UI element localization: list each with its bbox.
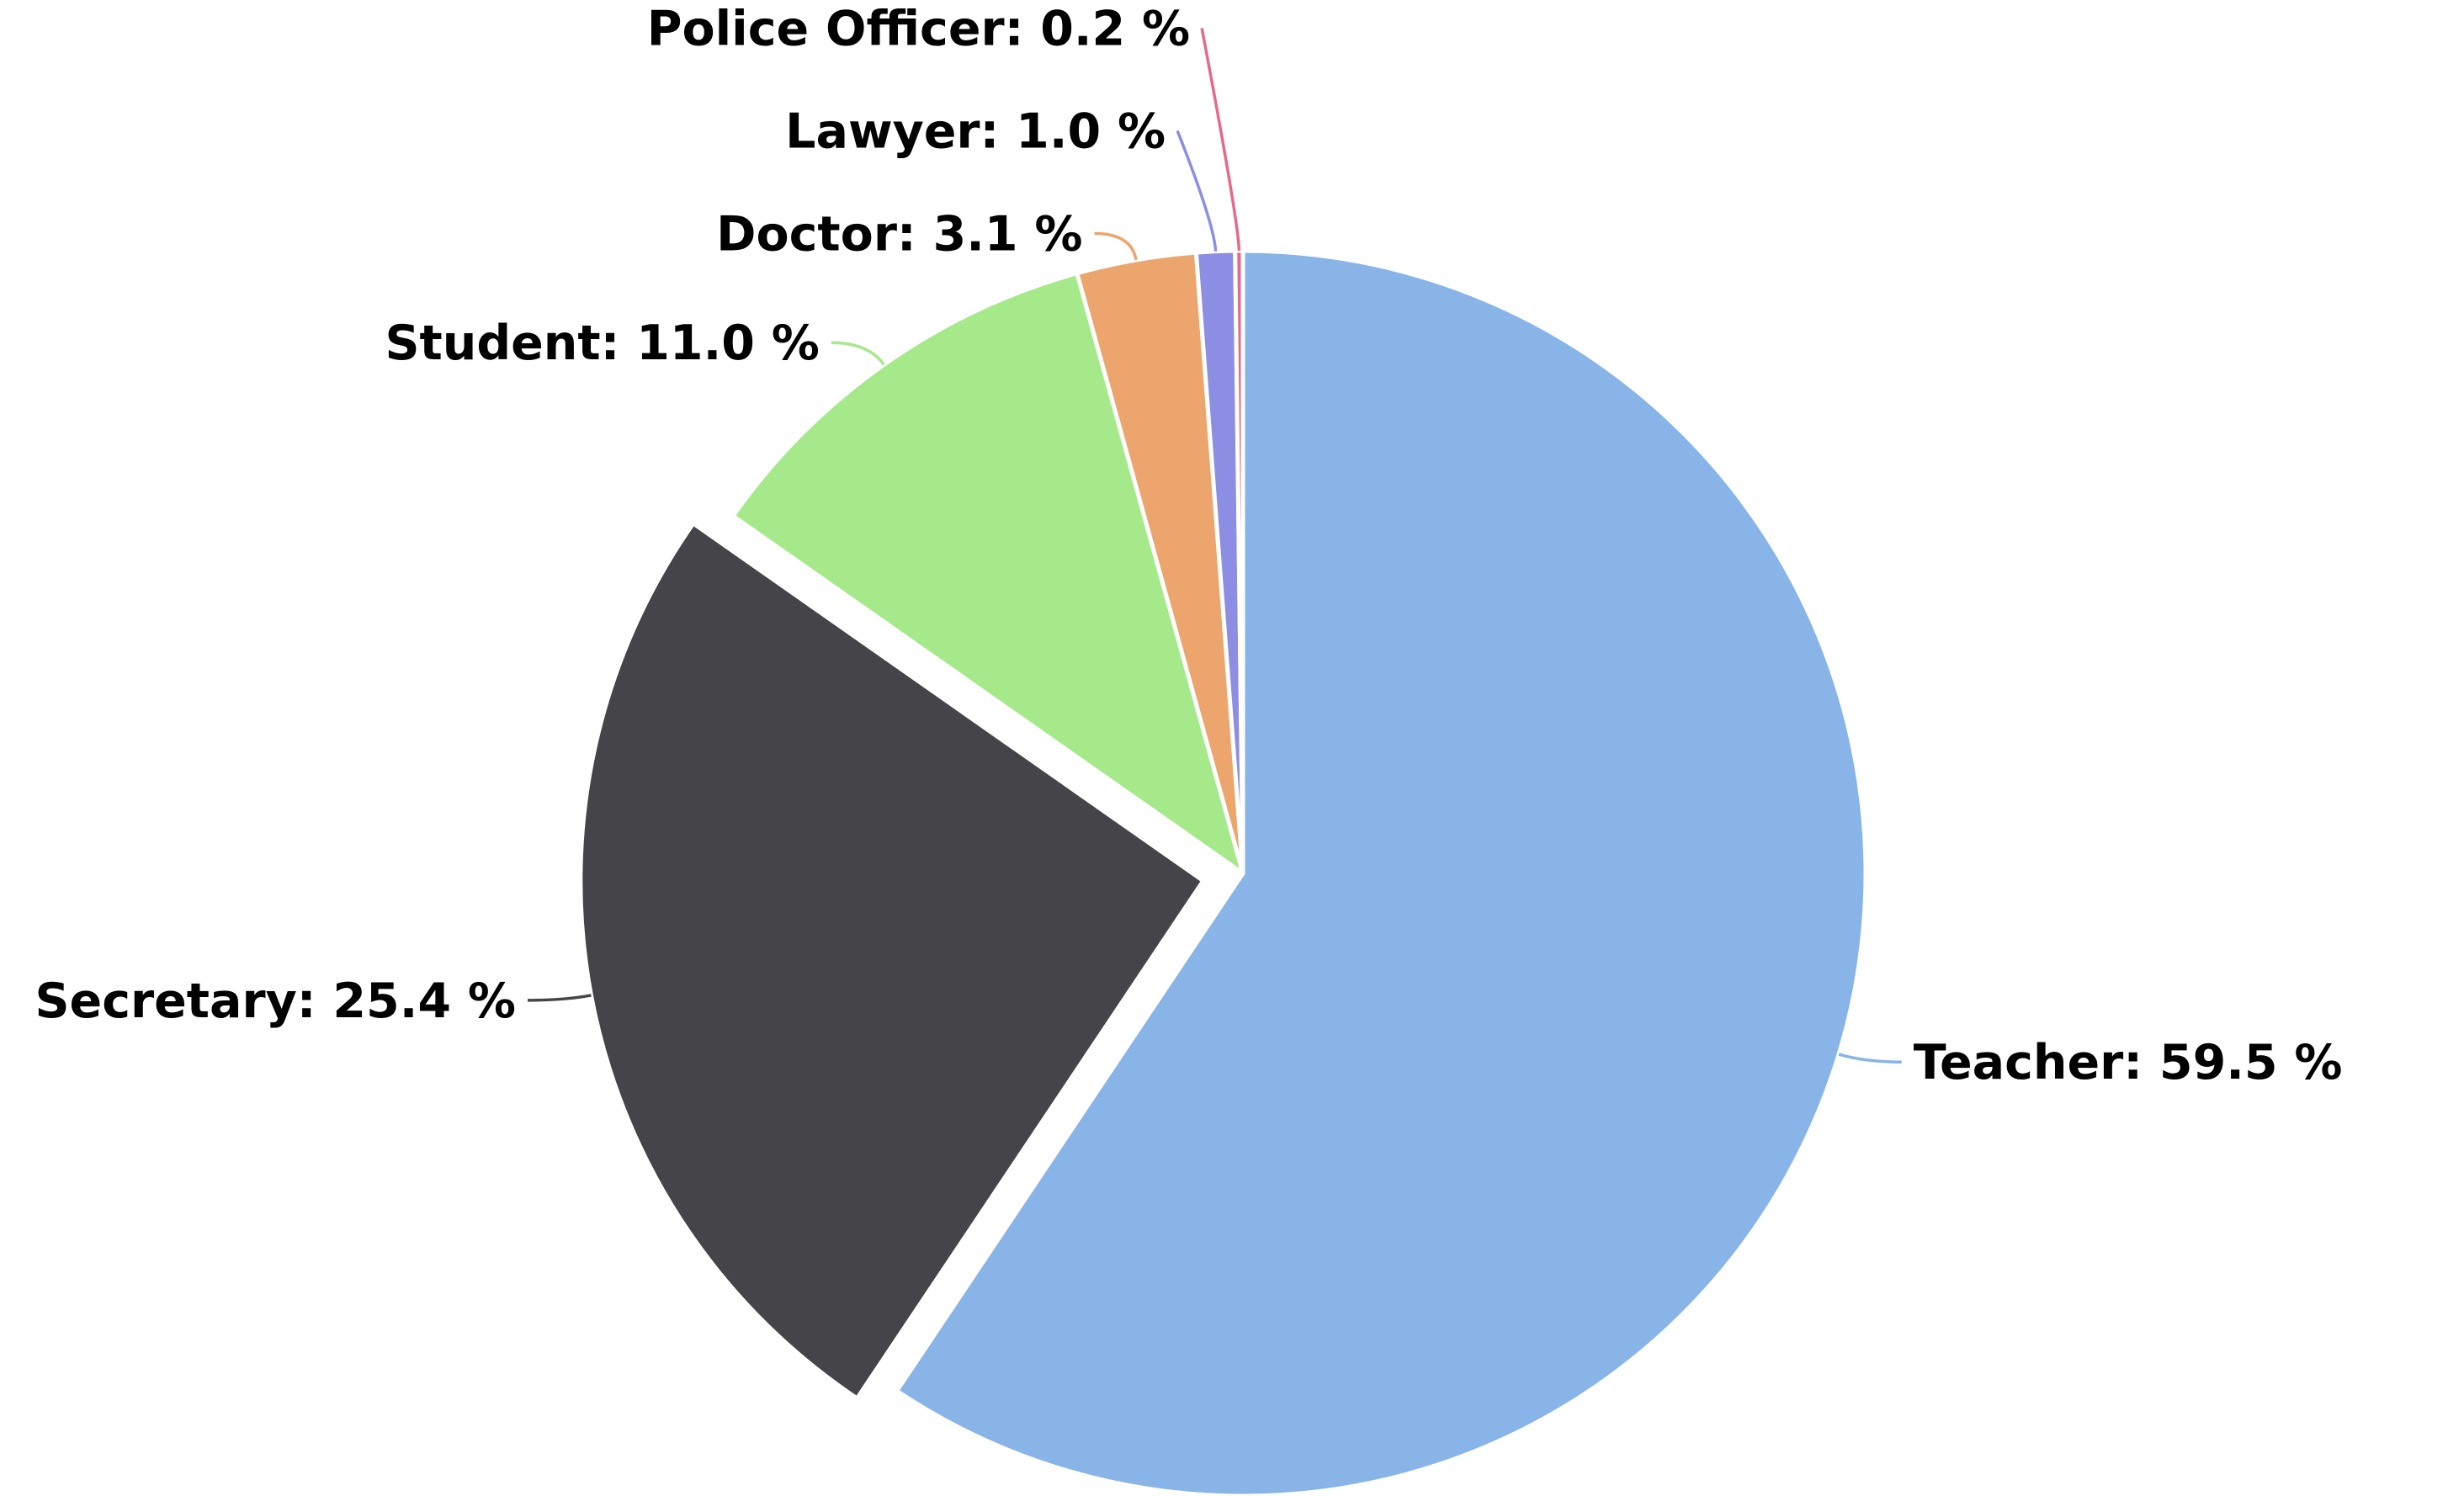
- data-label-student: Student: 11.0 %: [385, 316, 819, 371]
- pie-slice-secretary[interactable]: [578, 521, 1206, 1401]
- data-labels: Teacher: 59.5 % Secretary: 25.4 % Student:…: [35, 1, 2343, 1090]
- label-connectors: [527, 28, 1902, 1064]
- data-label-secretary: Secretary: 25.4 %: [35, 973, 516, 1029]
- connector-police-officer: [1200, 28, 1241, 252]
- data-label-doctor: Doctor: 3.1 %: [716, 206, 1082, 262]
- pie-slices: [578, 248, 1868, 1496]
- connector-secretary: [527, 994, 592, 1002]
- connector-teacher: [1838, 1053, 1902, 1064]
- pie-slice-police-officer[interactable]: [1233, 248, 1245, 876]
- connector-lawyer: [1176, 130, 1218, 252]
- connector-doctor: [1094, 231, 1138, 261]
- data-label-lawyer: Lawyer: 1.0 %: [785, 103, 1166, 159]
- pie-slice-student[interactable]: [730, 271, 1245, 876]
- data-label-teacher: Teacher: 59.5 %: [1914, 1035, 2343, 1090]
- data-label-police-officer: Police Officer: 0.2 %: [647, 1, 1190, 56]
- connector-student: [831, 341, 885, 366]
